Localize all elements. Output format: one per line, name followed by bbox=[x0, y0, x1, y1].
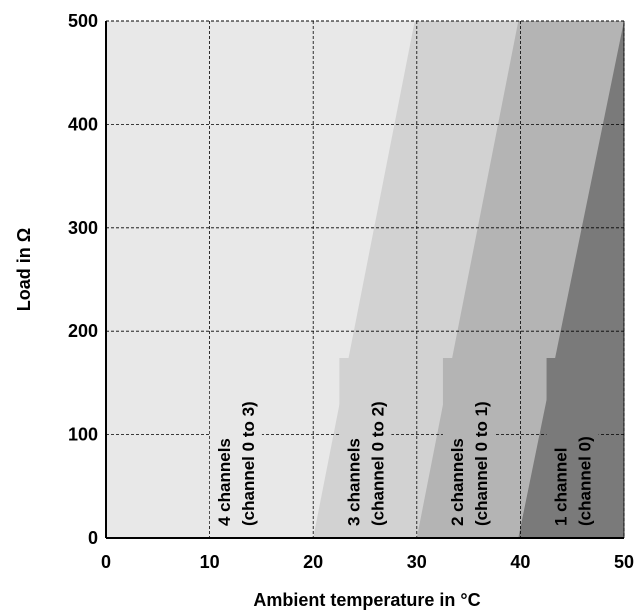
region-label-line1: 2 channels bbox=[448, 438, 467, 526]
y-tick-label: 400 bbox=[68, 114, 98, 134]
y-tick-label: 100 bbox=[68, 425, 98, 445]
x-tick-label: 0 bbox=[101, 552, 111, 572]
y-tick-label: 500 bbox=[68, 11, 98, 31]
y-axis-label: Load in Ω bbox=[14, 228, 34, 311]
y-tick-label: 300 bbox=[68, 218, 98, 238]
region-label-4: 1 channel (channel 0) bbox=[546, 358, 599, 526]
region-label-line2: (channel 0) bbox=[576, 436, 595, 526]
region-label-line1: 4 channels bbox=[215, 438, 234, 526]
region-label-line1: 1 channel bbox=[552, 448, 571, 526]
x-axis-label: Ambient temperature in °C bbox=[253, 590, 480, 610]
region-label-1: 4 channels (channel 0 to 3) bbox=[209, 358, 262, 526]
x-tick-label: 40 bbox=[510, 552, 530, 572]
x-tick-label: 10 bbox=[200, 552, 220, 572]
region-label-line2: (channel 0 to 1) bbox=[472, 401, 491, 526]
region-label-background bbox=[546, 358, 599, 526]
x-tick-label: 30 bbox=[407, 552, 427, 572]
region-label-2: 3 channels (channel 0 to 2) bbox=[339, 358, 392, 526]
y-tick-label: 0 bbox=[88, 528, 98, 548]
region-1 bbox=[106, 21, 415, 538]
x-tick-label: 50 bbox=[614, 552, 634, 572]
region-label-background bbox=[209, 358, 262, 526]
region-label-3: 2 channels (channel 0 to 1) bbox=[442, 358, 495, 526]
region-label-background bbox=[442, 358, 495, 526]
region-label-line2: (channel 0 to 3) bbox=[239, 401, 258, 526]
y-tick-labels: 0 100 200 300 400 500 bbox=[68, 11, 98, 548]
x-tick-label: 20 bbox=[303, 552, 323, 572]
y-tick-label: 200 bbox=[68, 321, 98, 341]
x-tick-labels: 0 10 20 30 40 50 bbox=[101, 552, 634, 572]
region-label-line2: (channel 0 to 2) bbox=[368, 401, 387, 526]
region-labels: 4 channels (channel 0 to 3) 3 channels (cha… bbox=[209, 358, 599, 526]
region-label-line1: 3 channels bbox=[344, 438, 363, 526]
region-label-background bbox=[339, 358, 392, 526]
